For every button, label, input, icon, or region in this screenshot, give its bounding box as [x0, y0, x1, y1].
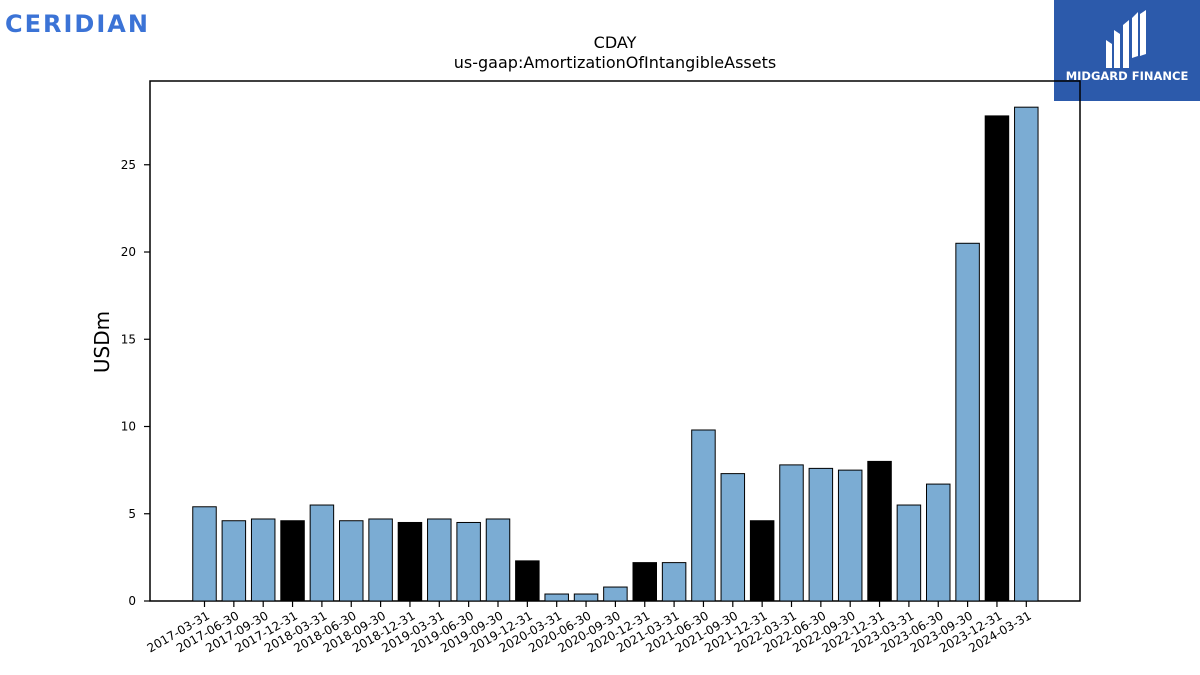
- bar-2023-12-31: [984, 115, 1010, 602]
- y-axis-label: USDm: [90, 311, 114, 373]
- bar-2022-03-31: [779, 464, 804, 602]
- bar-2023-09-30: [955, 242, 980, 602]
- bar-2017-09-30: [250, 518, 276, 602]
- bar-2020-03-31: [544, 593, 569, 602]
- midgard-logo-icon: [1106, 10, 1146, 68]
- bar-2023-03-31: [896, 504, 922, 602]
- bar-2018-06-30: [339, 520, 364, 602]
- y-tick-label: 15: [121, 332, 136, 346]
- brand-name: MIDGARD FINANCE: [1065, 69, 1189, 83]
- bar-2024-03-31: [1014, 106, 1039, 602]
- bar-2018-09-30: [368, 518, 393, 602]
- bar-2017-12-31: [280, 520, 305, 602]
- company-logo: CERIDIAN: [5, 10, 150, 38]
- bar-2019-09-30: [485, 518, 511, 602]
- bar-2018-12-31: [397, 521, 423, 602]
- bar-2020-06-30: [573, 593, 599, 602]
- bar-2020-09-30: [603, 586, 628, 602]
- y-tick-label: 0: [128, 594, 136, 608]
- bar-2021-03-31: [661, 562, 687, 602]
- bar-2018-03-31: [309, 504, 335, 602]
- chart-title: CDAY: [594, 33, 637, 52]
- bar-2019-06-30: [456, 521, 481, 602]
- chart-subtitle: us-gaap:AmortizationOfIntangibleAssets: [454, 53, 776, 72]
- y-tick-label: 25: [121, 158, 136, 172]
- bar-2017-03-31: [192, 506, 217, 602]
- y-tick-label: 20: [121, 245, 136, 259]
- bar-2021-09-30: [720, 473, 746, 602]
- bar-2022-09-30: [837, 469, 863, 602]
- bar-2019-12-31: [515, 560, 540, 602]
- bar-2019-03-31: [427, 518, 452, 602]
- bar-2021-12-31: [749, 520, 775, 602]
- bar-2017-06-30: [221, 520, 247, 602]
- y-tick-label: 5: [128, 507, 136, 521]
- bar-2022-12-31: [867, 460, 892, 602]
- y-tick-label: 10: [121, 420, 136, 434]
- bar-2022-06-30: [808, 467, 834, 602]
- brand-badge: MIDGARD FINANCE: [1054, 0, 1200, 101]
- bar-2021-06-30: [691, 429, 716, 602]
- bar-2020-12-31: [632, 562, 657, 602]
- bar-2023-06-30: [926, 483, 951, 602]
